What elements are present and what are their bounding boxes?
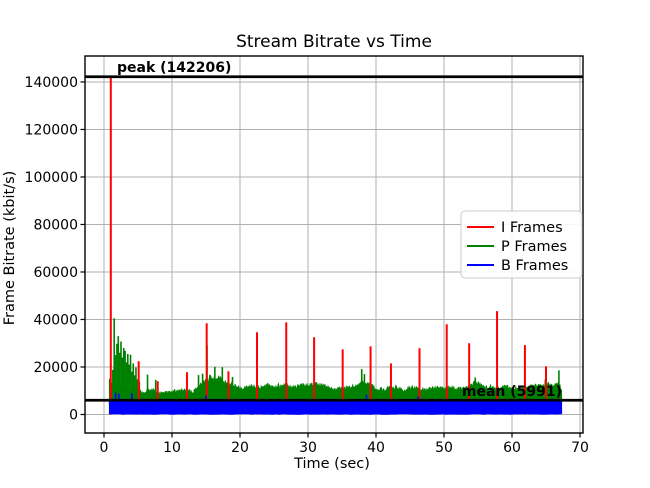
svg-text:40: 40 <box>367 440 385 456</box>
legend-label-p-frames: P Frames <box>501 239 567 255</box>
axis-ticks: 0 10 20 30 40 50 60 70 0 20000 40000 60000 80000 1000… <box>25 75 589 456</box>
grid <box>85 56 583 433</box>
svg-text:70: 70 <box>571 440 589 456</box>
svg-text:20000: 20000 <box>33 360 78 376</box>
svg-text:60000: 60000 <box>33 265 78 281</box>
svg-text:100000: 100000 <box>25 170 78 186</box>
svg-text:40000: 40000 <box>33 312 78 328</box>
plot-border <box>84 55 584 434</box>
svg-text:20: 20 <box>231 440 249 456</box>
legend: I Frames P Frames B Frames <box>460 210 583 279</box>
peak-line-label: peak (142206) <box>117 60 231 76</box>
svg-text:50: 50 <box>435 440 453 456</box>
svg-text:80000: 80000 <box>33 217 78 233</box>
svg-text:120000: 120000 <box>25 122 78 138</box>
mean-line-label: mean (5991) <box>462 384 562 400</box>
svg-text:0: 0 <box>100 440 109 456</box>
svg-text:10: 10 <box>163 440 181 456</box>
chart-title: Stream Bitrate vs Time <box>236 32 432 52</box>
x-axis-label: Time (sec) <box>293 456 370 472</box>
reference-lines <box>85 75 583 402</box>
svg-text:60: 60 <box>503 440 521 456</box>
svg-text:140000: 140000 <box>25 75 78 91</box>
legend-label-b-frames: B Frames <box>501 258 568 274</box>
svg-text:0: 0 <box>69 408 78 424</box>
legend-label-i-frames: I Frames <box>501 220 563 236</box>
svg-text:30: 30 <box>299 440 317 456</box>
y-axis-label: Frame Bitrate (kbit/s) <box>2 171 18 326</box>
